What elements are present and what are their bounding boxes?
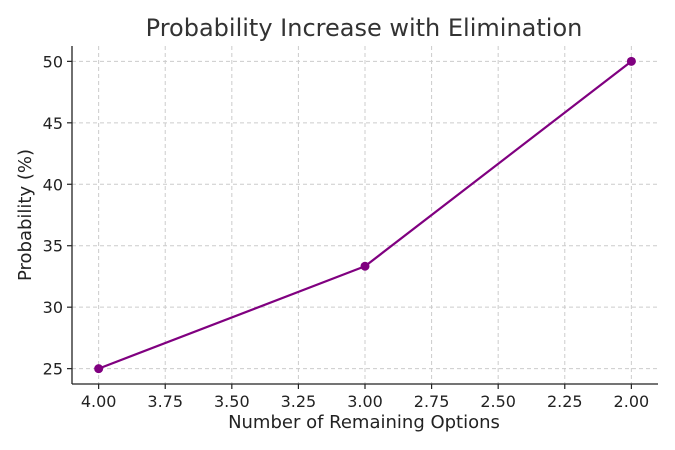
x-tick-label: 3.75: [147, 392, 183, 411]
data-point: [94, 364, 104, 374]
x-tick-label: 4.00: [81, 392, 117, 411]
x-tick-label: 2.50: [480, 392, 516, 411]
y-tick-label: 40: [43, 175, 63, 194]
y-tick-label: 45: [43, 114, 63, 133]
y-tick-label: 50: [43, 52, 63, 71]
x-axis-label: Number of Remaining Options: [228, 412, 500, 433]
x-tick-label: 3.25: [281, 392, 317, 411]
x-tick-label: 3.00: [347, 392, 383, 411]
y-tick-label: 25: [43, 360, 63, 379]
y-tick-label: 30: [43, 298, 63, 317]
grid: [72, 46, 658, 384]
axes: 4.00 3.75 3.50 3.25 3.00 2.75 2.50 2.25 2.00 25 30…: [43, 46, 658, 411]
y-axis-label: Probability (%): [15, 149, 36, 281]
data-point: [626, 56, 636, 66]
y-tick-label: 35: [43, 237, 63, 256]
x-tick-label: 2.00: [614, 392, 650, 411]
x-tick-label: 3.50: [214, 392, 250, 411]
chart-title: Probability Increase with Elimination: [146, 14, 583, 42]
x-tick-label: 2.25: [547, 392, 583, 411]
series-layer: [94, 56, 636, 374]
data-point: [360, 261, 370, 271]
x-tick-label: 2.75: [414, 392, 450, 411]
